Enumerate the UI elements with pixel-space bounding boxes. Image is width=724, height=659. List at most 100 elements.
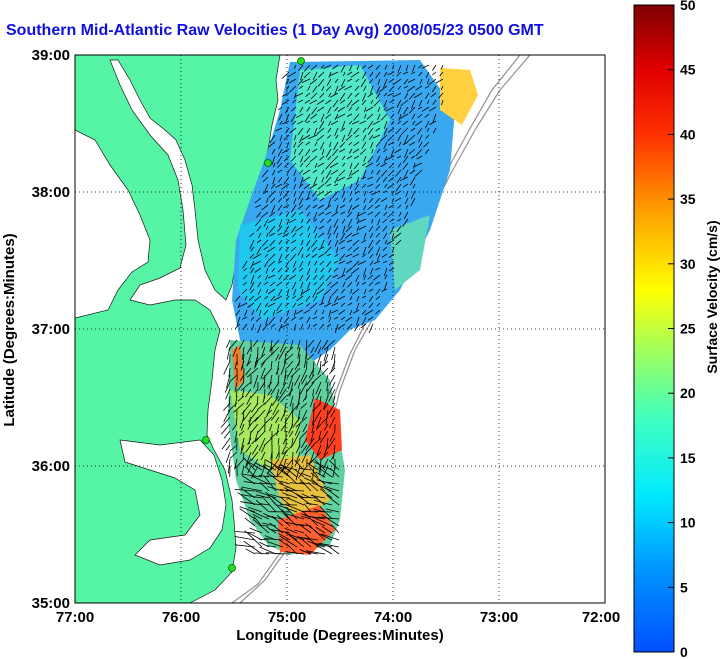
velocity-vector (279, 190, 283, 196)
velocity-vector (277, 197, 283, 203)
velocity-vector (396, 218, 402, 222)
velocity-vector (298, 536, 319, 541)
velocity-vector (323, 402, 329, 410)
velocity-vector (284, 353, 294, 362)
velocity-vector (264, 295, 269, 300)
velocity-vector (256, 211, 262, 218)
velocity-vector (228, 339, 238, 351)
velocity-vector (308, 451, 315, 467)
velocity-vector (279, 339, 287, 353)
velocity-vector (318, 71, 325, 78)
velocity-vector (301, 288, 311, 295)
velocity-vector (238, 339, 245, 350)
velocity-vector (290, 204, 297, 213)
velocity-vector (367, 274, 374, 280)
velocity-vector (260, 367, 266, 380)
velocity-vector (358, 218, 367, 223)
velocity-vector (318, 253, 325, 258)
velocity-vector (383, 106, 388, 111)
velocity-vector (329, 381, 336, 394)
velocity-vector (353, 141, 360, 147)
velocity-vector (374, 211, 381, 218)
velocity-vector (374, 204, 381, 209)
velocity-vector (328, 374, 336, 386)
velocity-vector (291, 211, 297, 218)
velocity-vector (383, 127, 388, 136)
velocity-vector (267, 486, 284, 492)
velocity-vector (305, 274, 311, 282)
velocity-vector (320, 113, 325, 122)
velocity-vector (276, 309, 283, 314)
velocity-vector (432, 127, 437, 134)
velocity-vector (326, 183, 332, 187)
velocity-vector (318, 542, 340, 548)
velocity-vector (325, 508, 340, 513)
velocity-vector (338, 253, 346, 262)
velocity-vector (254, 295, 262, 302)
velocity-vector (340, 211, 346, 215)
velocity-vector (326, 323, 332, 328)
velocity-vector (319, 260, 325, 266)
velocity-vector (307, 85, 311, 91)
velocity-vector (303, 503, 312, 513)
velocity-vector (397, 162, 402, 168)
velocity-vector (333, 225, 339, 235)
velocity-vector (297, 78, 304, 86)
velocity-vector (300, 281, 304, 289)
velocity-vector (328, 316, 332, 323)
velocity-vector (257, 274, 262, 279)
velocity-vector (356, 225, 360, 232)
velocity-vector (309, 155, 318, 163)
velocity-vector (368, 323, 374, 334)
velocity-vector (312, 71, 318, 80)
velocity-vector (385, 106, 395, 112)
velocity-vector (298, 183, 304, 189)
y-tick-label: 37:00 (32, 321, 70, 338)
velocity-vector (286, 169, 290, 175)
velocity-vector (271, 148, 276, 155)
velocity-vector (375, 309, 381, 315)
velocity-vector (326, 381, 329, 391)
velocity-vector (399, 113, 409, 119)
velocity-vector (275, 353, 280, 361)
velocity-vector (305, 162, 311, 168)
velocity-vector (360, 78, 367, 88)
velocity-vector (260, 353, 273, 365)
velocity-vector (338, 309, 346, 315)
velocity-vector (234, 360, 238, 370)
velocity-vector (274, 553, 291, 555)
velocity-vector (333, 316, 339, 320)
velocity-vector (244, 309, 248, 317)
velocity-vector (289, 127, 297, 134)
velocity-vector (313, 274, 318, 280)
velocity-vector (279, 489, 291, 492)
velocity-vector (316, 134, 325, 142)
velocity-vector (255, 302, 262, 312)
velocity-vector (294, 423, 301, 436)
velocity-vector (313, 225, 318, 234)
velocity-vector (256, 246, 262, 255)
velocity-vector (267, 381, 273, 388)
velocity-vector (271, 515, 284, 527)
colorbar-tick-label: 0 (680, 644, 688, 659)
velocity-vector (286, 465, 294, 475)
velocity-vector (279, 211, 283, 216)
velocity-vector (294, 469, 305, 478)
velocity-vector (266, 402, 273, 418)
velocity-vector (410, 190, 416, 199)
velocity-vector (319, 92, 325, 99)
velocity-vector (349, 295, 353, 301)
velocity-vector (239, 506, 256, 513)
velocity-vector (375, 232, 381, 238)
velocity-vector (369, 260, 374, 266)
velocity-vector (331, 524, 340, 534)
velocity-vector (438, 92, 444, 99)
velocity-vector (391, 190, 395, 195)
velocity-vector (308, 367, 315, 379)
velocity-vector (305, 502, 319, 506)
velocity-vector (327, 281, 332, 287)
velocity-vector (281, 509, 291, 520)
velocity-vector (223, 430, 231, 439)
velocity-vector (331, 155, 339, 163)
velocity-vector (250, 267, 255, 274)
